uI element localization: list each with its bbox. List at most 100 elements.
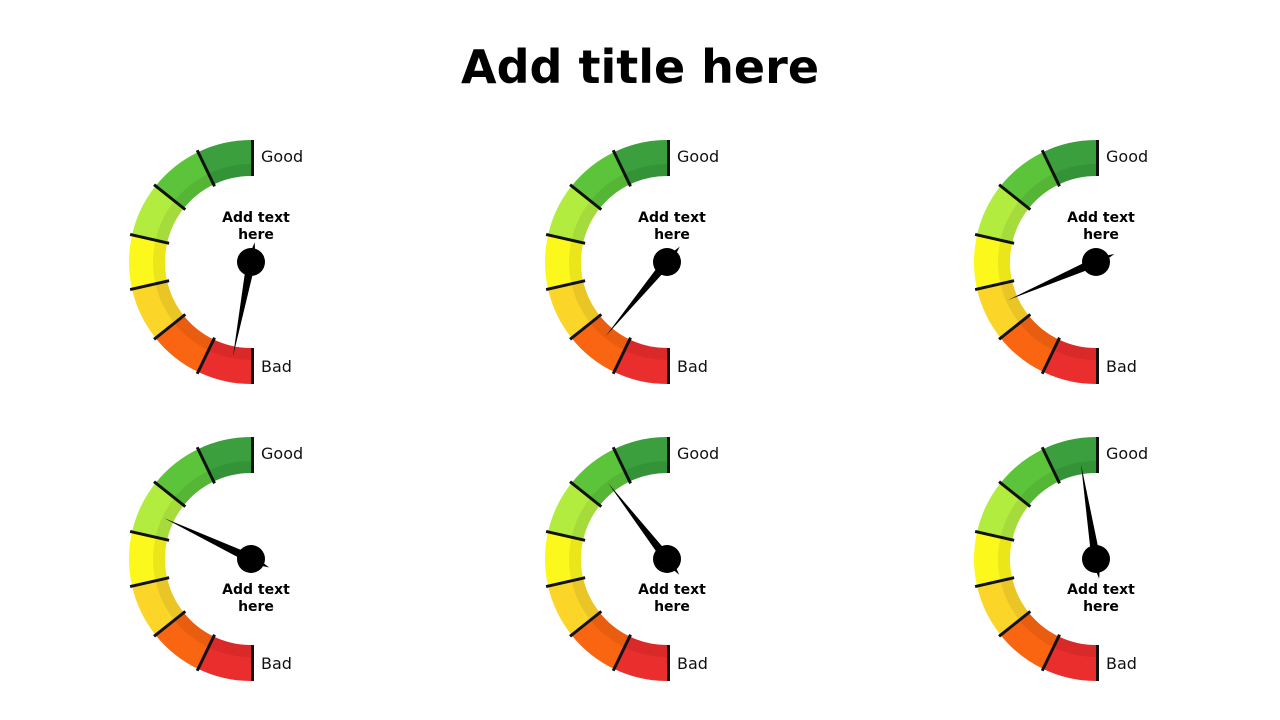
- gauge-segment: [155, 449, 214, 506]
- page-title: Add title here: [460, 40, 820, 94]
- gauge-segment: [132, 281, 184, 339]
- gauge-segment-shade: [1053, 461, 1096, 482]
- gauge-segment: [614, 140, 667, 185]
- gauge-segment: [155, 315, 214, 372]
- gauge-needle-hub: [237, 545, 265, 573]
- gauge-tick: [611, 634, 632, 672]
- gauge-segment-shade: [208, 636, 251, 657]
- gauge-segment: [571, 315, 630, 372]
- gauge-tick: [153, 480, 187, 508]
- gauge-3: Good Bad Add text here: [974, 140, 1235, 400]
- gauge-caption: Add text here: [1041, 582, 1161, 616]
- gauge-segment: [1043, 140, 1096, 185]
- gauge-tick: [545, 279, 586, 292]
- good-label: Good: [261, 444, 304, 463]
- gauge-segment-shade: [208, 461, 251, 482]
- caption-line-2: here: [238, 599, 274, 615]
- caption-line-2: here: [654, 227, 690, 243]
- gauge-segment-shade: [1000, 200, 1029, 243]
- gauge-segment-shade: [624, 461, 667, 482]
- gauge-segment: [129, 234, 168, 290]
- gauge-tick: [611, 446, 632, 484]
- gauge-tick: [974, 529, 1015, 542]
- caption-line-1: Add text: [1067, 582, 1135, 598]
- bad-label: Bad: [1106, 654, 1137, 673]
- gauge-segment: [155, 152, 214, 209]
- gauge-segment: [977, 281, 1029, 339]
- gauge-5: Good Bad Add text here: [545, 437, 806, 697]
- gauge-segment-shade: [590, 173, 630, 209]
- gauge-tick: [153, 610, 187, 638]
- gauge-tick: [195, 149, 216, 187]
- gauge-dial: [129, 140, 265, 384]
- gauge-segment-shade: [571, 200, 600, 243]
- caption-line-1: Add text: [638, 582, 706, 598]
- gauge-segment-shade: [624, 636, 667, 657]
- gauge-tick: [569, 480, 603, 508]
- gauge-segment: [974, 234, 1013, 290]
- gauge-segment-shade: [153, 240, 168, 284]
- gauge-segment: [1043, 636, 1096, 681]
- gauge-segment-shade: [1000, 497, 1029, 540]
- gauge-segment-shade: [155, 578, 184, 621]
- gauge-segment-shade: [208, 339, 251, 360]
- gauge-segment: [1000, 612, 1059, 669]
- gauge-segment: [545, 234, 584, 290]
- gauge-tick: [129, 529, 170, 542]
- caption-line-2: here: [238, 227, 274, 243]
- gauge-segment: [571, 152, 630, 209]
- gauge-segment-shade: [571, 578, 600, 621]
- gauge-caption: Add text here: [612, 210, 732, 244]
- gauge-tick: [998, 480, 1032, 508]
- gauge-segment: [548, 281, 600, 339]
- gauge-caption: Add text here: [196, 582, 316, 616]
- gauge-segment-shade: [624, 164, 667, 185]
- gauge-segment: [614, 437, 667, 482]
- gauge-segment: [198, 636, 251, 681]
- gauge-segment: [129, 531, 168, 587]
- gauge-tick: [153, 313, 187, 341]
- caption-line-2: here: [1083, 227, 1119, 243]
- gauge-tick: [129, 279, 170, 292]
- good-label: Good: [1106, 147, 1149, 166]
- gauge-tick: [998, 610, 1032, 638]
- gauge-segment-shade: [155, 281, 184, 324]
- gauge-tick: [545, 576, 586, 589]
- gauge-segment-shade: [998, 240, 1013, 284]
- gauge-segment-shade: [1053, 339, 1096, 360]
- caption-line-1: Add text: [222, 210, 290, 226]
- gauge-segment-shade: [590, 470, 630, 506]
- gauge-segment-shade: [155, 200, 184, 243]
- bad-label: Bad: [261, 357, 292, 376]
- gauge-tick: [1040, 337, 1061, 375]
- gauge-segment-shade: [155, 497, 184, 540]
- gauge-tick: [153, 183, 187, 211]
- gauge-segment-shade: [590, 612, 630, 648]
- gauge-6: Good Bad Add text here: [974, 437, 1235, 697]
- caption-line-2: here: [1083, 599, 1119, 615]
- gauge-tick: [545, 529, 586, 542]
- gauge-segment-shade: [1000, 281, 1029, 324]
- gauge-segment: [977, 185, 1029, 243]
- gauge-tick: [195, 446, 216, 484]
- gauge-segment-shade: [174, 470, 214, 506]
- gauge-1: Good Bad Add text here: [129, 140, 390, 400]
- gauge-tick: [1040, 446, 1061, 484]
- gauge-segment-shade: [1019, 173, 1059, 209]
- caption-line-1: Add text: [1067, 210, 1135, 226]
- gauge-caption: Add text here: [196, 210, 316, 244]
- gauge-segment-shade: [569, 537, 584, 581]
- gauge-segment: [132, 185, 184, 243]
- gauge-2: Good Bad Add text here: [545, 140, 806, 400]
- gauge-needle-hub: [1082, 545, 1110, 573]
- gauge-segment: [198, 437, 251, 482]
- gauge-segment: [132, 578, 184, 636]
- gauge-tick: [1040, 634, 1061, 672]
- gauge-tick: [129, 576, 170, 589]
- gauge-segment: [545, 531, 584, 587]
- gauge-tick: [569, 610, 603, 638]
- gauge-segment: [1043, 437, 1096, 482]
- gauge-dial: [545, 437, 681, 681]
- gauge-segment-shade: [1019, 315, 1059, 351]
- gauge-segment: [548, 482, 600, 540]
